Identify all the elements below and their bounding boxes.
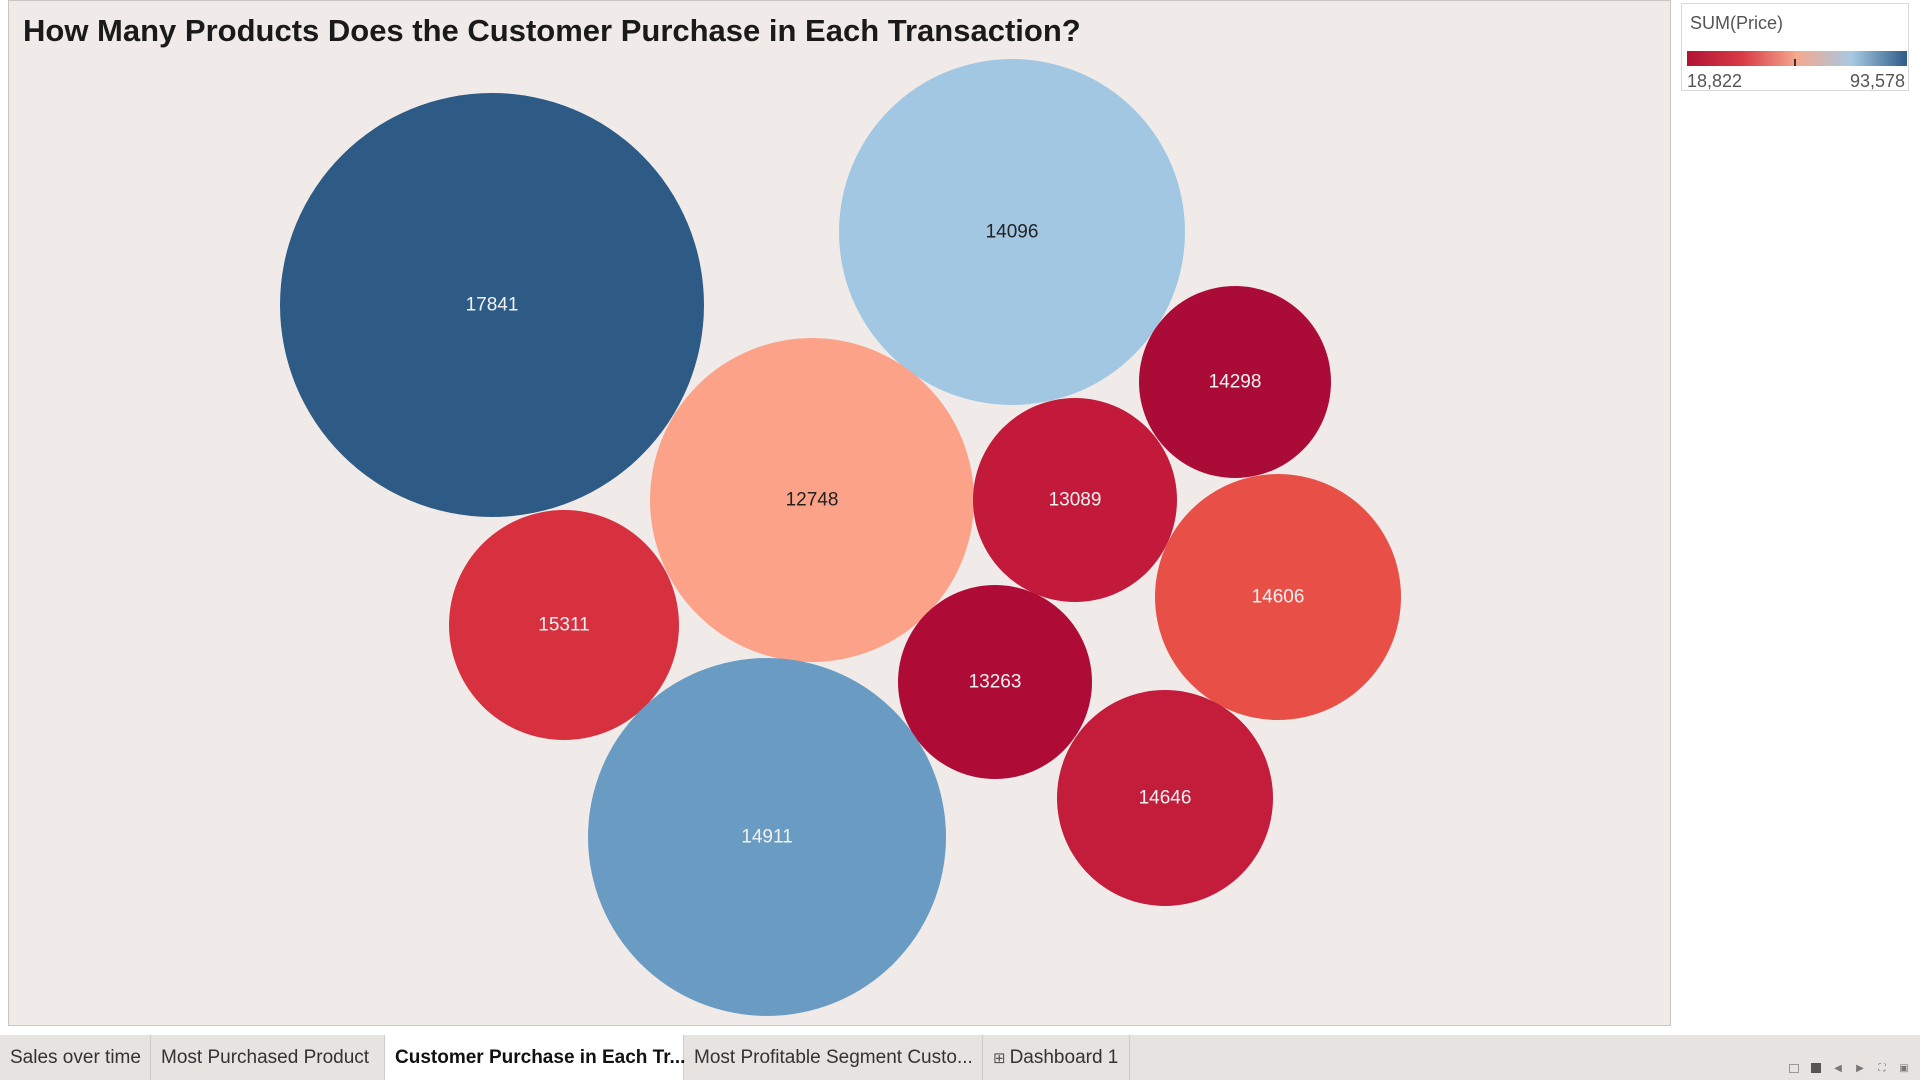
filmstrip-icon[interactable]	[1810, 1062, 1822, 1074]
bubble-label-14096: 14096	[986, 222, 1039, 243]
chart-title: How Many Products Does the Customer Purc…	[23, 13, 1081, 48]
color-legend[interactable]: SUM(Price) 18,822 93,578	[1681, 3, 1909, 91]
legend-gradient-bar	[1687, 51, 1907, 66]
next-sheet-icon[interactable]: ▶	[1856, 1062, 1864, 1074]
bubble-14606[interactable]	[1155, 474, 1401, 720]
tab-most-purchased-product[interactable]: Most Purchased Product	[151, 1035, 385, 1080]
bubble-14646[interactable]	[1057, 690, 1273, 906]
bubble-label-14298: 14298	[1209, 372, 1262, 393]
bubble-14096[interactable]	[839, 59, 1185, 405]
viz-canvas: How Many Products Does the Customer Purc…	[8, 0, 1671, 1026]
presentation-icon[interactable]: ▣	[1899, 1062, 1909, 1074]
tab-most-profitable-segment[interactable]: Most Profitable Segment Custo...	[684, 1035, 983, 1080]
bubble-label-14646: 14646	[1139, 788, 1192, 809]
legend-title: SUM(Price)	[1690, 13, 1783, 33]
fullscreen-icon[interactable]: ⛶	[1878, 1062, 1886, 1074]
tab-label: Sales over time	[10, 1047, 141, 1068]
tab-dashboard-1[interactable]: ⊞ Dashboard 1	[983, 1035, 1130, 1080]
bubble-label-14911: 14911	[741, 827, 792, 848]
sheet-tab-bar: Sales over time Most Purchased Product C…	[0, 1035, 1920, 1080]
tab-customer-purchase[interactable]: Customer Purchase in Each Tr...	[385, 1035, 686, 1080]
legend-midpoint-marker	[1794, 59, 1796, 66]
sheet-navigation: ◀ ▶ ⛶ ▣	[1788, 1061, 1910, 1075]
tab-label: Most Profitable Segment Custo...	[694, 1047, 973, 1068]
grid-icon: ⊞	[993, 1050, 1006, 1067]
bubble-17841[interactable]	[280, 93, 704, 517]
tab-label: Customer Purchase in Each Tr...	[395, 1047, 686, 1068]
legend-min-label: 18,822	[1687, 71, 1743, 91]
bubble-12748[interactable]	[650, 338, 974, 662]
bubble-label-15311: 15311	[538, 615, 589, 636]
sheet-sorter-icon[interactable]	[1788, 1062, 1800, 1074]
bubble-14298[interactable]	[1139, 286, 1331, 478]
legend-max-label: 93,578	[1849, 71, 1905, 91]
bubble-13089[interactable]	[973, 398, 1177, 602]
tab-label: Dashboard 1	[1009, 1047, 1119, 1068]
bubble-label-14606: 14606	[1252, 587, 1305, 608]
bubble-label-13263: 13263	[969, 672, 1022, 693]
previous-sheet-icon[interactable]: ◀	[1834, 1062, 1842, 1074]
tab-label: Most Purchased Product	[161, 1047, 370, 1068]
tab-sales-over-time[interactable]: Sales over time	[0, 1035, 151, 1080]
bubble-chart: 17841 14096 12748 14298 13089 14606 15311 13263…	[280, 59, 1401, 1016]
bubble-13263[interactable]	[898, 585, 1092, 779]
bubble-14911[interactable]	[588, 658, 946, 1016]
bubble-label-17841: 17841	[466, 295, 519, 316]
bubble-15311[interactable]	[449, 510, 679, 740]
bubble-label-13089: 13089	[1049, 490, 1102, 511]
bubble-label-12748: 12748	[786, 490, 839, 511]
